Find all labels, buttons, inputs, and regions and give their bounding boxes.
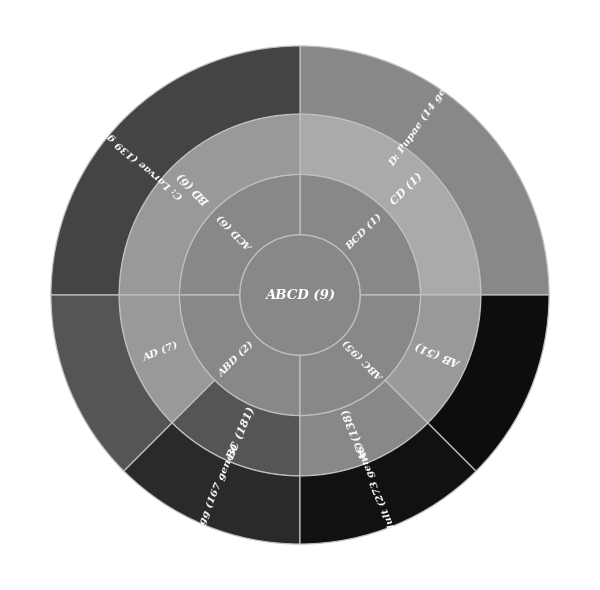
Text: AD (7): AD (7) <box>142 340 179 363</box>
Text: ABCD (9): ABCD (9) <box>265 289 335 301</box>
Text: A: Adult (273 genes): A: Adult (273 genes) <box>355 440 408 554</box>
Wedge shape <box>119 295 215 423</box>
Wedge shape <box>300 46 549 295</box>
Text: ABD (2): ABD (2) <box>217 339 256 378</box>
Wedge shape <box>119 114 300 295</box>
Text: D: Pupae (14 genes): D: Pupae (14 genes) <box>387 66 463 168</box>
Wedge shape <box>179 175 300 295</box>
Text: B: Egg (167 genes): B: Egg (167 genes) <box>189 442 241 548</box>
Wedge shape <box>51 46 300 295</box>
Wedge shape <box>179 295 300 415</box>
Wedge shape <box>51 295 172 471</box>
Text: AB (51): AB (51) <box>415 339 463 368</box>
Wedge shape <box>385 295 481 423</box>
Wedge shape <box>300 295 421 415</box>
Text: ACD (6): ACD (6) <box>217 212 256 251</box>
Text: CD (1): CD (1) <box>388 171 425 207</box>
Wedge shape <box>300 175 421 295</box>
Text: BCD (1): BCD (1) <box>344 211 383 251</box>
Wedge shape <box>300 381 428 476</box>
Wedge shape <box>300 423 476 544</box>
Wedge shape <box>428 295 549 471</box>
Wedge shape <box>300 114 481 295</box>
Text: BD (6): BD (6) <box>175 170 212 207</box>
Wedge shape <box>172 381 300 476</box>
Wedge shape <box>240 235 360 355</box>
Text: ABC (95): ABC (95) <box>342 337 386 381</box>
Wedge shape <box>124 423 300 544</box>
Text: BC (181): BC (181) <box>225 405 257 461</box>
Text: AC (138): AC (138) <box>341 407 372 462</box>
Text: C: Larvae (139 genes): C: Larvae (139 genes) <box>82 111 185 199</box>
